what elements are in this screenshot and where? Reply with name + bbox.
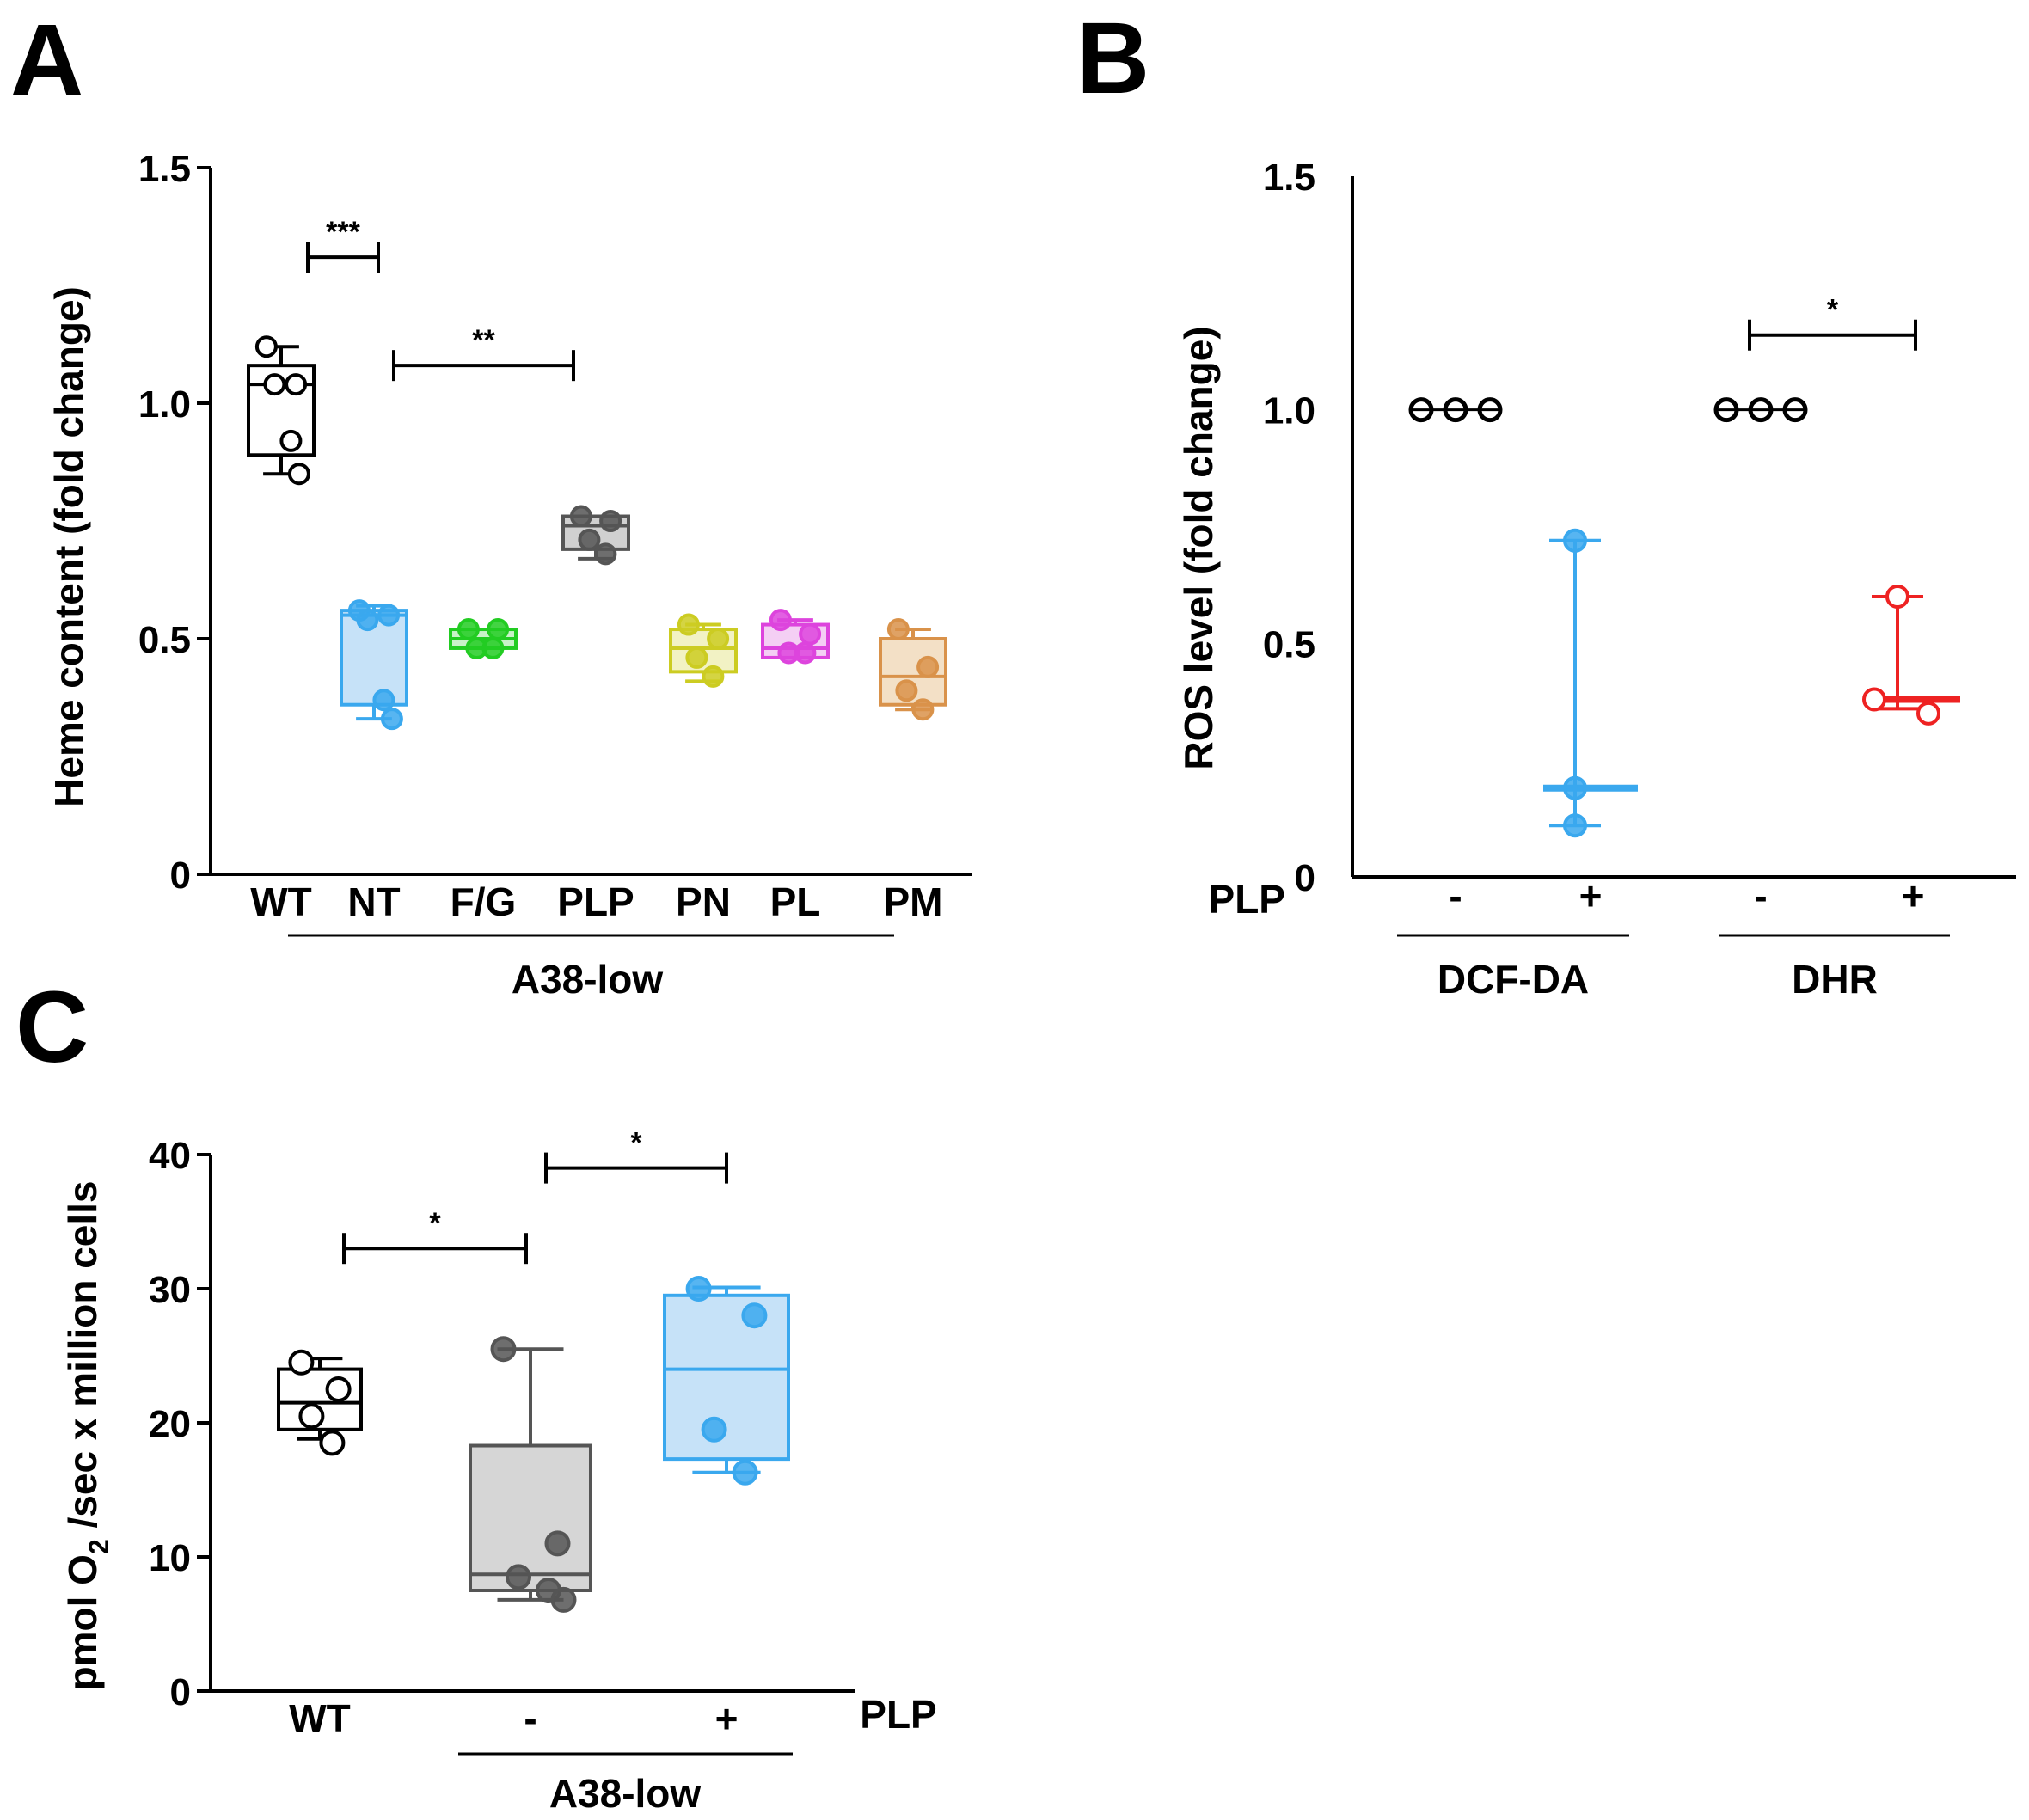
a-category-label: F/G (451, 879, 517, 924)
a-wt-point (279, 429, 303, 452)
a-nt-point (372, 689, 395, 712)
c-y-tick-label: 0 (170, 1671, 191, 1713)
a-nt-point (356, 609, 379, 632)
a-nt-point (377, 604, 401, 627)
c-sig-label: * (429, 1207, 441, 1240)
c-minus-box (469, 1443, 592, 1593)
c-y-axis-label-main: pmol O (60, 1554, 105, 1690)
b-dhr-plus-point (1885, 585, 1909, 609)
a-plp-point (599, 510, 622, 532)
a-plp-point (569, 505, 592, 528)
a-wt-point (287, 463, 310, 486)
b-group-label: DCF-DA (1437, 957, 1589, 1002)
a-pm-point (886, 618, 910, 641)
a-category-label: PLP (557, 879, 634, 924)
c-wt-point (298, 1403, 325, 1430)
a-pm-point (895, 679, 918, 702)
c-y-tick-label: 30 (149, 1269, 191, 1311)
a-y-tick-label: 0.5 (138, 619, 191, 661)
c-minus-point (550, 1586, 577, 1613)
c-sig-label: * (630, 1127, 642, 1160)
a-sig-label: *** (326, 216, 360, 248)
a-nt-point (380, 708, 403, 731)
a-pn-point (702, 665, 725, 688)
a-pn-point (707, 628, 730, 650)
a-pl-point (769, 609, 792, 632)
b-dcf-da-plus-point (1563, 775, 1587, 800)
a-pn-point (677, 613, 700, 636)
a-pm-point (911, 698, 935, 721)
a-category-label: PN (676, 879, 731, 924)
a-f-g-point (487, 618, 510, 641)
b-y-tick-label: 0 (1295, 857, 1315, 899)
c-wt-point (288, 1349, 315, 1376)
c-wt-point (319, 1430, 346, 1456)
panel-letter-b: B (1076, 2, 1149, 115)
a-category-label: PL (770, 879, 821, 924)
c-y-tick-label: 20 (149, 1403, 191, 1445)
panel-a-heme-chart: 0 0.5 1.0 1.5 Heme content (fold change) WT NT… (46, 148, 972, 1002)
a-pn-point (685, 646, 708, 669)
a-pm-point (916, 655, 940, 678)
panel-letter-c: C (15, 971, 89, 1084)
c-wt-point (325, 1376, 352, 1402)
c-x-suffix-label: PLP (860, 1692, 936, 1737)
b-sig-label: * (1827, 294, 1839, 327)
a-wt-point (263, 373, 286, 396)
b-dcf-da-plus-label: + (1579, 873, 1603, 918)
panel-letter-a: A (10, 3, 83, 117)
b-x-prefix-label: PLP (1209, 877, 1285, 922)
b-dhr-minus-label: - (1754, 873, 1767, 918)
panel-b-ros-chart: 0 0.5 1.0 1.5 ROS level (fold change) PLP - + DC… (1176, 156, 2016, 1002)
b-dhr-plus-label: + (1902, 873, 1925, 918)
b-y-tick-label: 1.0 (1263, 390, 1315, 432)
a-pl-point (799, 622, 822, 646)
c-plus-point (685, 1276, 712, 1302)
a-plp-point (578, 528, 601, 551)
b-dhr-plus-point (1916, 701, 1940, 726)
b-y-tick-label: 0.5 (1263, 623, 1315, 665)
a-pl-point (794, 641, 817, 665)
a-category-label: NT (347, 879, 400, 924)
c-minus-point (544, 1530, 571, 1557)
c-plus-point (732, 1459, 758, 1486)
b-dcf-da-minus-label: - (1449, 873, 1462, 918)
c-y-axis-label: pmol O2 /sec x million cells (60, 1180, 114, 1690)
b-dhr-plus-point (1862, 687, 1886, 712)
b-group-label: DHR (1792, 957, 1878, 1002)
a-group-label: A38-low (512, 957, 664, 1002)
c-minus-point (490, 1336, 517, 1363)
c-y-tick-label: 40 (149, 1135, 191, 1177)
a-y-axis-label: Heme content (fold change) (46, 286, 91, 807)
a-category-label: WT (250, 879, 312, 924)
c-y-tick-label: 10 (149, 1537, 191, 1579)
c-y-axis-label-sub: 2 (83, 1539, 114, 1554)
a-plp-point (594, 542, 617, 566)
a-category-label: PM (884, 879, 943, 924)
a-sig-label: ** (472, 324, 495, 357)
b-dcf-da-plus-point (1563, 528, 1587, 553)
c-plus-box (663, 1293, 790, 1462)
panel-c-oxygen-chart: 0 10 20 30 40 pmol O2 /sec x million cells WT -… (60, 1127, 937, 1816)
a-y-tick-label: 0 (170, 855, 191, 897)
c-plus-point (701, 1416, 727, 1443)
a-wt-point (285, 373, 308, 396)
b-y-axis-label: ROS level (fold change) (1176, 326, 1221, 769)
a-wt-point (254, 335, 278, 358)
c-category-label: WT (289, 1696, 351, 1741)
c-category-label: - (524, 1696, 536, 1741)
b-y-tick-label: 1.5 (1263, 156, 1315, 199)
c-group-label: A38-low (549, 1771, 702, 1816)
b-dcf-da-plus-point (1563, 813, 1587, 838)
c-y-axis-label-rest: /sec x million cells (60, 1180, 105, 1539)
a-f-g-point (457, 618, 480, 641)
a-f-g-point (481, 636, 505, 659)
c-plus-point (741, 1302, 768, 1329)
c-minus-point (506, 1564, 531, 1590)
a-y-tick-label: 1.5 (138, 148, 191, 190)
c-category-label: + (715, 1696, 739, 1741)
a-y-tick-label: 1.0 (138, 383, 191, 426)
